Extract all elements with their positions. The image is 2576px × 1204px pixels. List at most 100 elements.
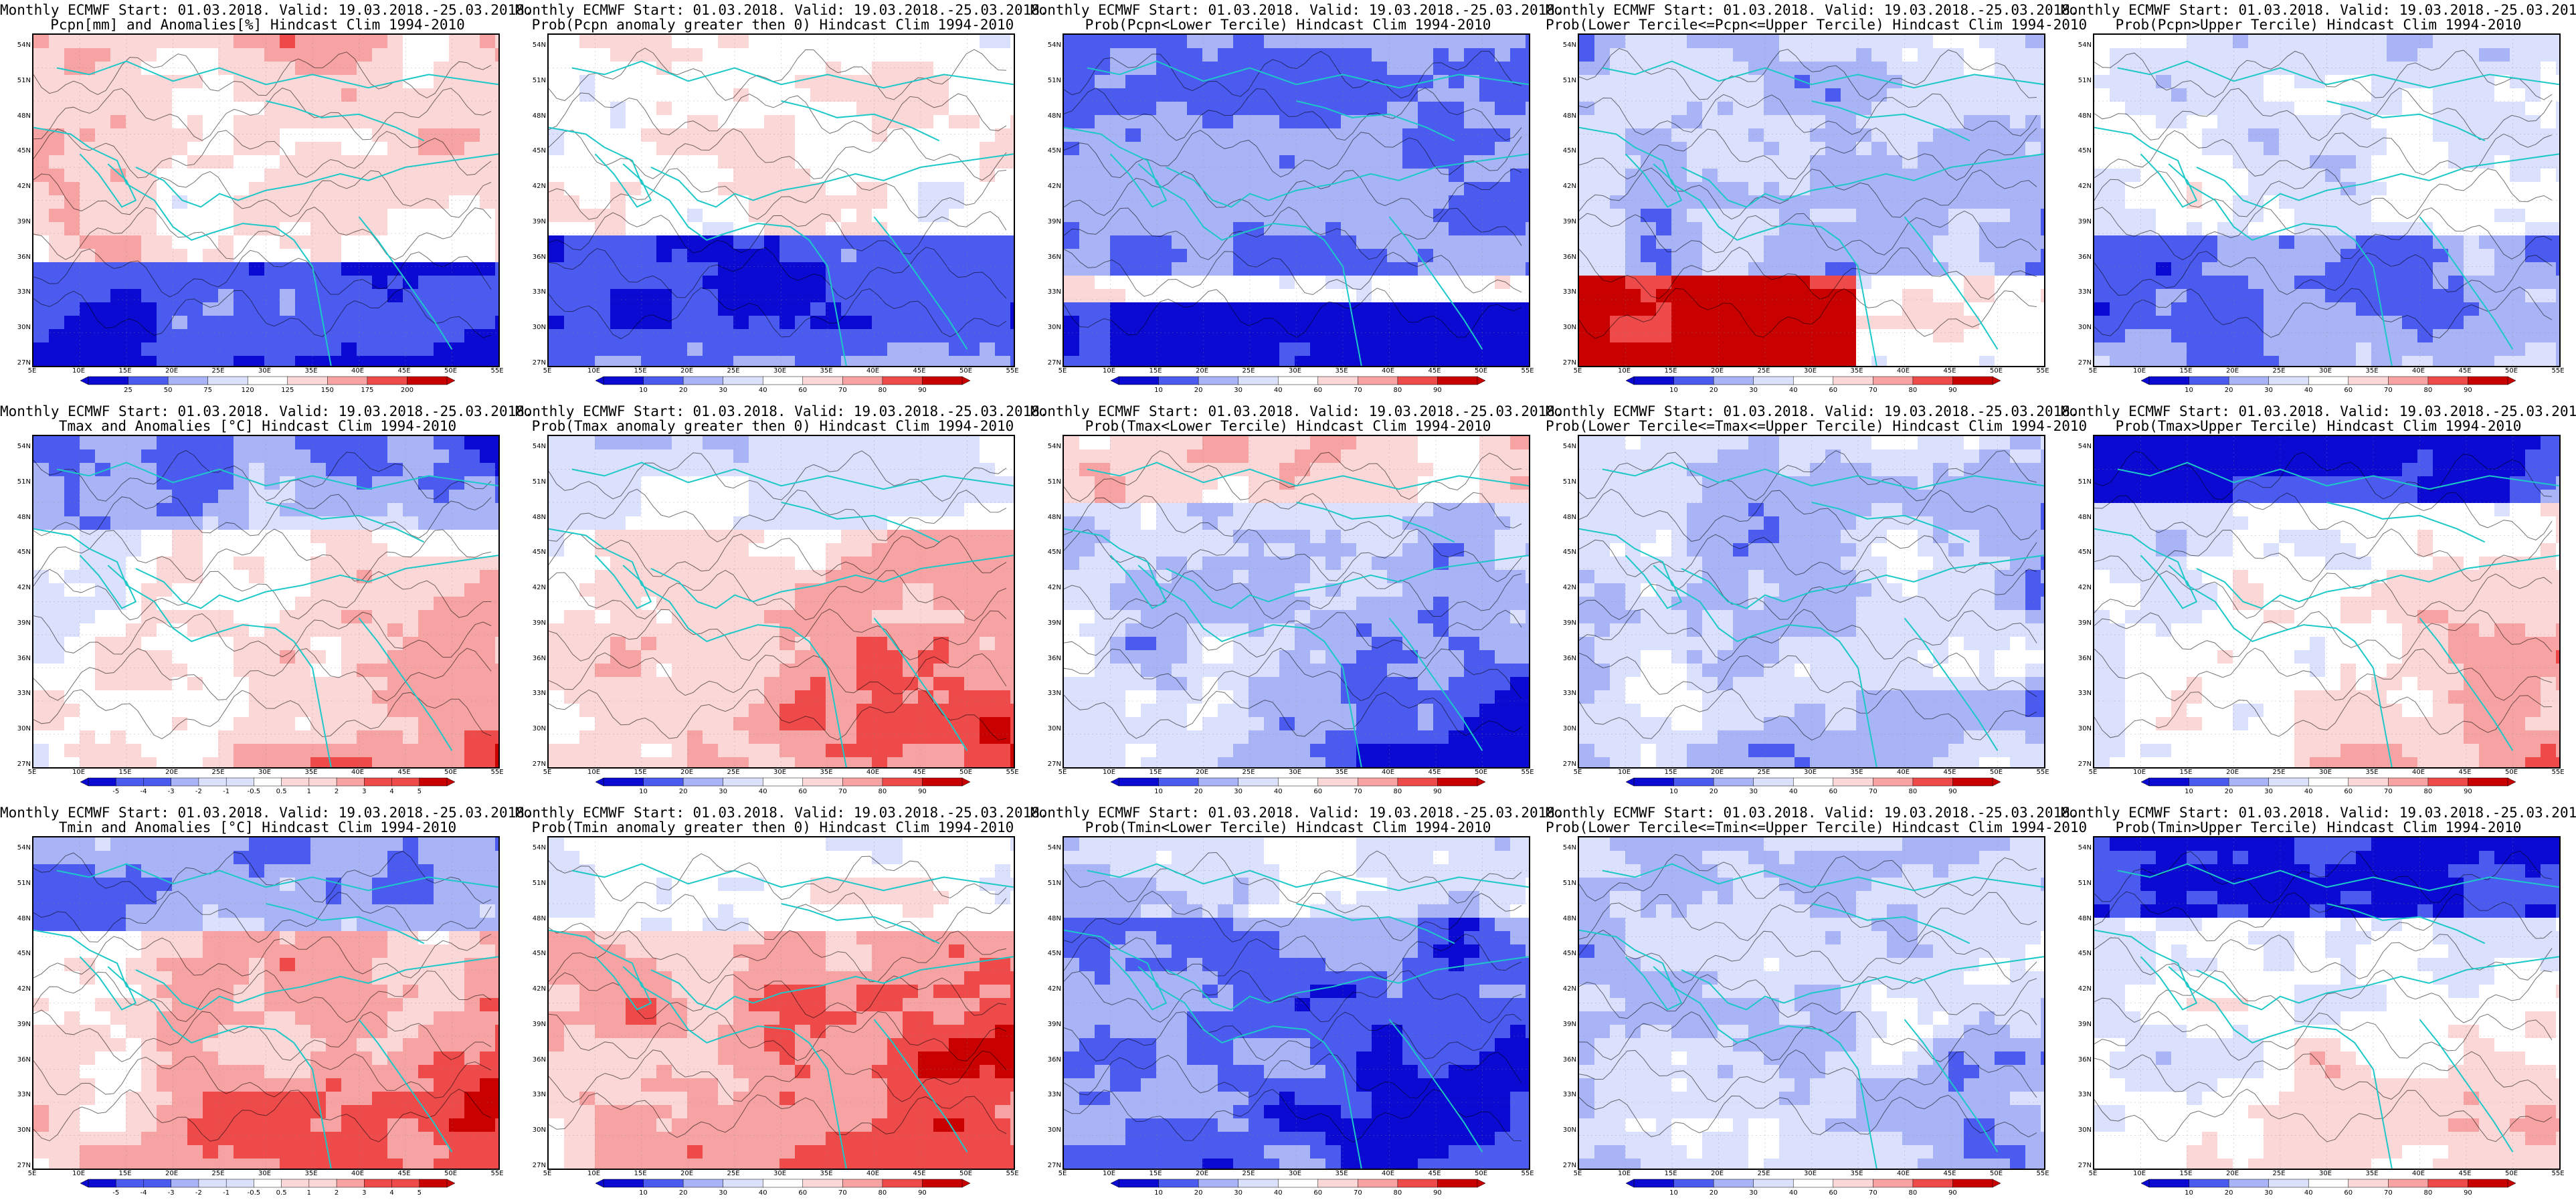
lat-label: 33N (1047, 288, 1061, 296)
lat-label: 51N (1047, 879, 1061, 887)
colorbar-label: 70 (1353, 387, 1362, 394)
lat-label: 45N (2078, 548, 2092, 557)
map-area (2093, 33, 2561, 367)
lon-label: 50E (444, 1170, 458, 1177)
lat-label: 39N (1047, 1020, 1061, 1028)
lon-label: 5E (2088, 367, 2098, 375)
lat-label: 33N (17, 1091, 31, 1099)
lon-label: 40E (866, 769, 880, 776)
lon-label: 5E (27, 769, 37, 776)
colorbar-label: 175 (361, 387, 374, 394)
colorbar-label: 30 (1234, 387, 1243, 394)
panel-title: Prob(Tmin<Lower Tercile) Hindcast Clim 1… (1085, 819, 1491, 835)
map-area (547, 836, 1015, 1170)
colorbar-label: 20 (1194, 1189, 1203, 1197)
colorbar (595, 376, 970, 385)
lon-label: 55E (490, 1170, 504, 1177)
lon-label: 40E (1381, 367, 1395, 375)
lon-label: 10E (72, 769, 86, 776)
map-panel-r3c2: Monthly ECMWF Start: 01.03.2018. Valid: … (515, 803, 1048, 1204)
colorbar-label: 40 (1788, 788, 1798, 795)
colorbar-label: 70 (838, 387, 847, 394)
lat-label: 45N (1047, 147, 1061, 155)
lon-label: 10E (1617, 769, 1631, 776)
panel-header-line: Monthly ECMWF Start: 01.03.2018. Valid: … (2061, 403, 2576, 419)
lat-label: 39N (532, 619, 546, 627)
lat-label: 30N (1047, 725, 1061, 733)
lat-label: 42N (1047, 183, 1061, 191)
colorbar (1626, 777, 2001, 787)
lat-label: 30N (1562, 725, 1576, 733)
lon-label: 10E (1617, 367, 1631, 375)
colorbar-label: 60 (1313, 788, 1323, 795)
colorbar-label: 80 (878, 387, 887, 394)
colorbar-label: 10 (2185, 387, 2193, 394)
colorbar (1626, 1179, 2001, 1188)
colorbar (80, 777, 455, 787)
colorbar-label: 90 (918, 788, 927, 795)
colorbar-label: -5 (112, 788, 120, 795)
lon-label: 40E (2411, 367, 2425, 375)
lon-label: 30E (258, 769, 272, 776)
colorbar-label: 20 (2224, 788, 2233, 795)
lat-label: 45N (17, 950, 31, 958)
lon-label: 15E (2179, 367, 2193, 375)
lat-label: 54N (1562, 443, 1576, 450)
colorbar-label: 20 (1194, 387, 1203, 394)
lon-label: 25E (2272, 769, 2286, 776)
lon-label: 35E (1335, 769, 1348, 776)
panel-header-line: Monthly ECMWF Start: 01.03.2018. Valid: … (2061, 2, 2576, 18)
colorbar-label: 200 (400, 387, 413, 394)
lat-label: 27N (17, 1162, 31, 1169)
lon-label: 15E (2179, 769, 2193, 776)
lon-label: 30E (1803, 1170, 1817, 1177)
colorbar-label: 10 (1669, 1189, 1678, 1197)
colorbar-label: 60 (1313, 387, 1323, 394)
colorbar-label: 20 (1194, 788, 1203, 795)
lat-label: 54N (2078, 844, 2092, 851)
lat-label: 48N (2078, 914, 2092, 922)
panel-title: Prob(Tmax>Upper Tercile) Hindcast Clim 1… (2115, 418, 2522, 434)
colorbar-label: -2 (195, 788, 202, 795)
lon-label: 55E (2036, 1170, 2049, 1177)
colorbar-label: 20 (2224, 387, 2233, 394)
lon-label: 20E (165, 367, 179, 375)
lat-label: 36N (1562, 1056, 1576, 1064)
panel-header-line: Monthly ECMWF Start: 01.03.2018. Valid: … (2061, 805, 2576, 821)
colorbar-label: 70 (2383, 788, 2393, 795)
colorbar-label: 60 (1829, 387, 1838, 394)
lon-label: 40E (1896, 1170, 1910, 1177)
lon-label: 15E (118, 769, 132, 776)
lon-label: 50E (959, 1170, 973, 1177)
lon-label: 35E (1850, 367, 1863, 375)
colorbar-label: 2 (334, 788, 339, 795)
panel-title: Prob(Pcpn anomaly greater then 0) Hindca… (531, 17, 1014, 33)
lon-label: 35E (2365, 1170, 2379, 1177)
lat-label: 51N (2078, 478, 2092, 486)
lat-label: 27N (1562, 1162, 1576, 1169)
lon-label: 50E (1474, 769, 1488, 776)
lat-label: 27N (1047, 359, 1061, 367)
lon-label: 10E (2132, 1170, 2146, 1177)
colorbar-label: 10 (1154, 788, 1163, 795)
panel-header-line: Monthly ECMWF Start: 01.03.2018. Valid: … (0, 403, 533, 419)
colorbar-label: 60 (1829, 1189, 1838, 1197)
lat-label: 48N (532, 914, 546, 922)
colorbar-label: 10 (1669, 387, 1678, 394)
colorbar-label: 70 (838, 788, 847, 795)
lat-label: 54N (532, 41, 546, 49)
lat-label: 27N (1047, 1162, 1061, 1169)
colorbar-label: 1 (306, 1189, 312, 1197)
panel-title: Prob(Tmin anomaly greater then 0) Hindca… (531, 819, 1014, 835)
lon-label: 40E (1381, 1170, 1395, 1177)
colorbar-label: 30 (1234, 1189, 1243, 1197)
lat-label: 39N (1562, 1020, 1576, 1028)
lat-label: 48N (1047, 513, 1061, 521)
lon-label: 20E (680, 367, 694, 375)
lon-label: 25E (727, 769, 740, 776)
lon-label: 30E (773, 769, 787, 776)
panel-title: Prob(Tmax anomaly greater then 0) Hindca… (531, 418, 1014, 434)
lat-label: 54N (532, 443, 546, 450)
colorbar-label: 90 (1433, 1189, 1442, 1197)
colorbar-label: 70 (2383, 1189, 2393, 1197)
